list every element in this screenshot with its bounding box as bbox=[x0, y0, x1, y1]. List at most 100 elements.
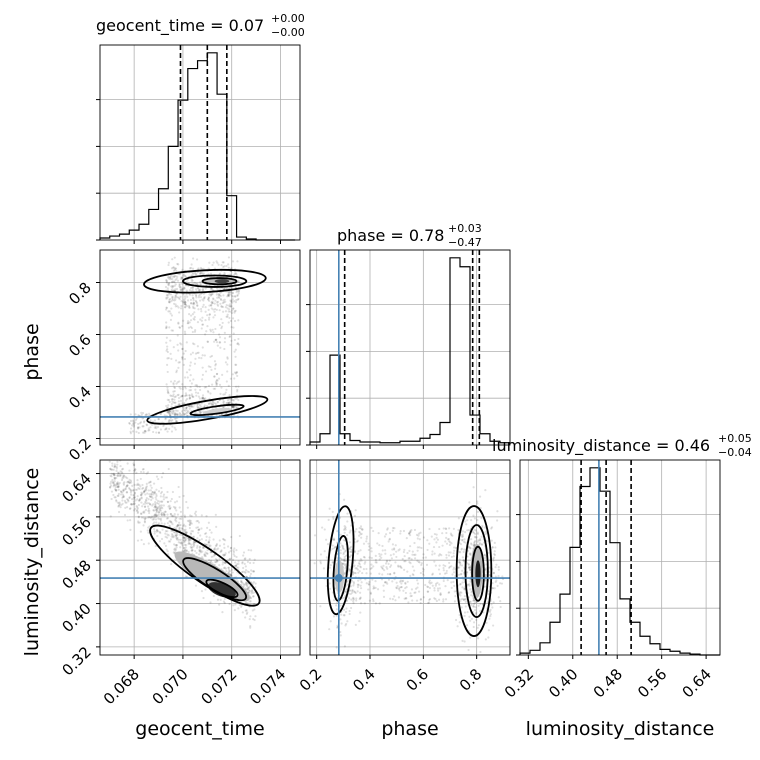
point-geocent-time-luminosity-distance bbox=[164, 530, 168, 533]
point-geocent-time-phase bbox=[167, 392, 170, 395]
point-geocent-time-luminosity-distance bbox=[175, 544, 178, 547]
point-phase-luminosity-distance bbox=[474, 600, 477, 603]
point-geocent-time-luminosity-distance bbox=[113, 496, 116, 499]
point-phase-luminosity-distance bbox=[346, 520, 349, 523]
point-geocent-time-phase bbox=[218, 414, 221, 417]
point-geocent-time-luminosity-distance bbox=[244, 587, 247, 590]
point-geocent-time-luminosity-distance bbox=[204, 554, 207, 558]
point-geocent-time-phase bbox=[203, 404, 206, 407]
point-geocent-time-phase bbox=[206, 389, 210, 393]
point-geocent-time-phase bbox=[194, 328, 197, 332]
point-phase-luminosity-distance bbox=[335, 646, 338, 649]
point-geocent-time-phase bbox=[189, 314, 193, 317]
point-phase-luminosity-distance bbox=[391, 580, 394, 583]
point-geocent-time-phase bbox=[165, 326, 168, 329]
point-geocent-time-luminosity-distance bbox=[152, 523, 155, 526]
point-phase-luminosity-distance bbox=[359, 549, 362, 552]
point-geocent-time-luminosity-distance bbox=[194, 541, 197, 544]
point-geocent-time-luminosity-distance bbox=[136, 511, 139, 515]
point-geocent-time-luminosity-distance bbox=[245, 575, 248, 578]
point-geocent-time-phase bbox=[199, 296, 203, 299]
point-geocent-time-luminosity-distance bbox=[121, 472, 124, 475]
point-phase-luminosity-distance bbox=[368, 556, 371, 559]
point-phase-luminosity-distance bbox=[468, 568, 471, 571]
point-phase-luminosity-distance bbox=[358, 563, 361, 566]
point-phase-luminosity-distance bbox=[448, 561, 451, 565]
point-phase-luminosity-distance bbox=[350, 548, 353, 551]
point-phase-luminosity-distance bbox=[364, 560, 367, 564]
point-geocent-time-luminosity-distance bbox=[136, 498, 139, 501]
point-phase-luminosity-distance bbox=[395, 586, 398, 589]
point-geocent-time-phase bbox=[212, 331, 215, 334]
point-geocent-time-luminosity-distance bbox=[111, 464, 114, 467]
point-phase-luminosity-distance bbox=[354, 572, 357, 575]
title-geocent-time: geocent_time = 0.07 +0.00 −0.00 bbox=[96, 12, 305, 39]
point-phase-luminosity-distance bbox=[374, 561, 377, 564]
point-phase-luminosity-distance bbox=[463, 640, 466, 643]
point-geocent-time-luminosity-distance bbox=[119, 464, 122, 468]
point-phase-luminosity-distance bbox=[466, 611, 469, 614]
point-phase-luminosity-distance bbox=[464, 598, 468, 601]
point-geocent-time-phase bbox=[201, 394, 205, 397]
point-geocent-time-luminosity-distance bbox=[184, 546, 187, 549]
point-geocent-time-luminosity-distance bbox=[147, 507, 150, 510]
point-geocent-time-phase bbox=[174, 401, 177, 404]
point-geocent-time-phase bbox=[165, 325, 168, 328]
point-phase-luminosity-distance bbox=[408, 531, 411, 534]
point-phase-luminosity-distance bbox=[466, 562, 469, 565]
point-geocent-time-luminosity-distance bbox=[156, 499, 160, 503]
point-geocent-time-luminosity-distance bbox=[136, 506, 139, 509]
point-phase-luminosity-distance bbox=[459, 551, 462, 554]
point-phase-luminosity-distance bbox=[473, 599, 476, 602]
point-phase-luminosity-distance bbox=[360, 532, 363, 535]
point-phase-luminosity-distance bbox=[433, 560, 436, 563]
point-geocent-time-luminosity-distance bbox=[154, 504, 157, 507]
point-geocent-time-phase bbox=[232, 307, 235, 310]
point-geocent-time-luminosity-distance bbox=[109, 467, 112, 470]
point-phase-luminosity-distance bbox=[361, 528, 364, 531]
point-geocent-time-phase bbox=[188, 405, 192, 408]
point-geocent-time-phase bbox=[196, 403, 199, 406]
point-geocent-time-luminosity-distance bbox=[144, 502, 147, 505]
point-geocent-time-luminosity-distance bbox=[237, 562, 240, 566]
point-geocent-time-luminosity-distance bbox=[237, 560, 240, 563]
point-geocent-time-phase bbox=[171, 400, 174, 403]
point-geocent-time-luminosity-distance bbox=[163, 513, 166, 516]
point-geocent-time-luminosity-distance bbox=[198, 538, 201, 542]
point-geocent-time-phase bbox=[129, 427, 133, 430]
contour-dist-phase-r-inner bbox=[471, 545, 485, 602]
point-geocent-time-phase bbox=[209, 287, 212, 290]
point-geocent-time-luminosity-distance bbox=[143, 490, 146, 493]
point-geocent-time-luminosity-distance bbox=[249, 572, 252, 576]
point-geocent-time-phase bbox=[217, 263, 220, 266]
point-geocent-time-phase bbox=[171, 280, 174, 283]
point-geocent-time-phase bbox=[228, 308, 231, 311]
point-geocent-time-phase bbox=[166, 406, 169, 409]
point-geocent-time-luminosity-distance bbox=[240, 580, 243, 583]
point-geocent-time-luminosity-distance bbox=[218, 563, 221, 567]
point-phase-luminosity-distance bbox=[445, 531, 448, 535]
point-geocent-time-phase bbox=[164, 308, 168, 311]
point-phase-luminosity-distance bbox=[466, 519, 469, 522]
point-phase-luminosity-distance bbox=[462, 559, 465, 562]
point-phase-luminosity-distance bbox=[438, 527, 441, 531]
point-phase-luminosity-distance bbox=[395, 550, 398, 553]
point-phase-luminosity-distance bbox=[447, 537, 451, 541]
point-geocent-time-luminosity-distance bbox=[190, 543, 193, 546]
point-geocent-time-luminosity-distance bbox=[232, 553, 235, 556]
point-phase-luminosity-distance bbox=[352, 601, 355, 605]
point-geocent-time-luminosity-distance bbox=[171, 534, 174, 537]
point-geocent-time-phase bbox=[200, 267, 203, 270]
point-phase-luminosity-distance bbox=[343, 527, 346, 530]
point-geocent-time-phase bbox=[235, 371, 238, 374]
point-geocent-time-luminosity-distance bbox=[110, 490, 114, 493]
point-geocent-time-phase bbox=[176, 296, 179, 299]
point-geocent-time-phase bbox=[176, 275, 179, 278]
point-phase-luminosity-distance bbox=[378, 572, 381, 575]
point-geocent-time-phase bbox=[195, 296, 198, 299]
point-geocent-time-luminosity-distance bbox=[232, 558, 235, 562]
point-geocent-time-phase bbox=[190, 404, 193, 408]
point-geocent-time-phase bbox=[149, 426, 152, 429]
point-geocent-time-phase bbox=[196, 406, 200, 409]
point-geocent-time-luminosity-distance bbox=[182, 546, 185, 549]
